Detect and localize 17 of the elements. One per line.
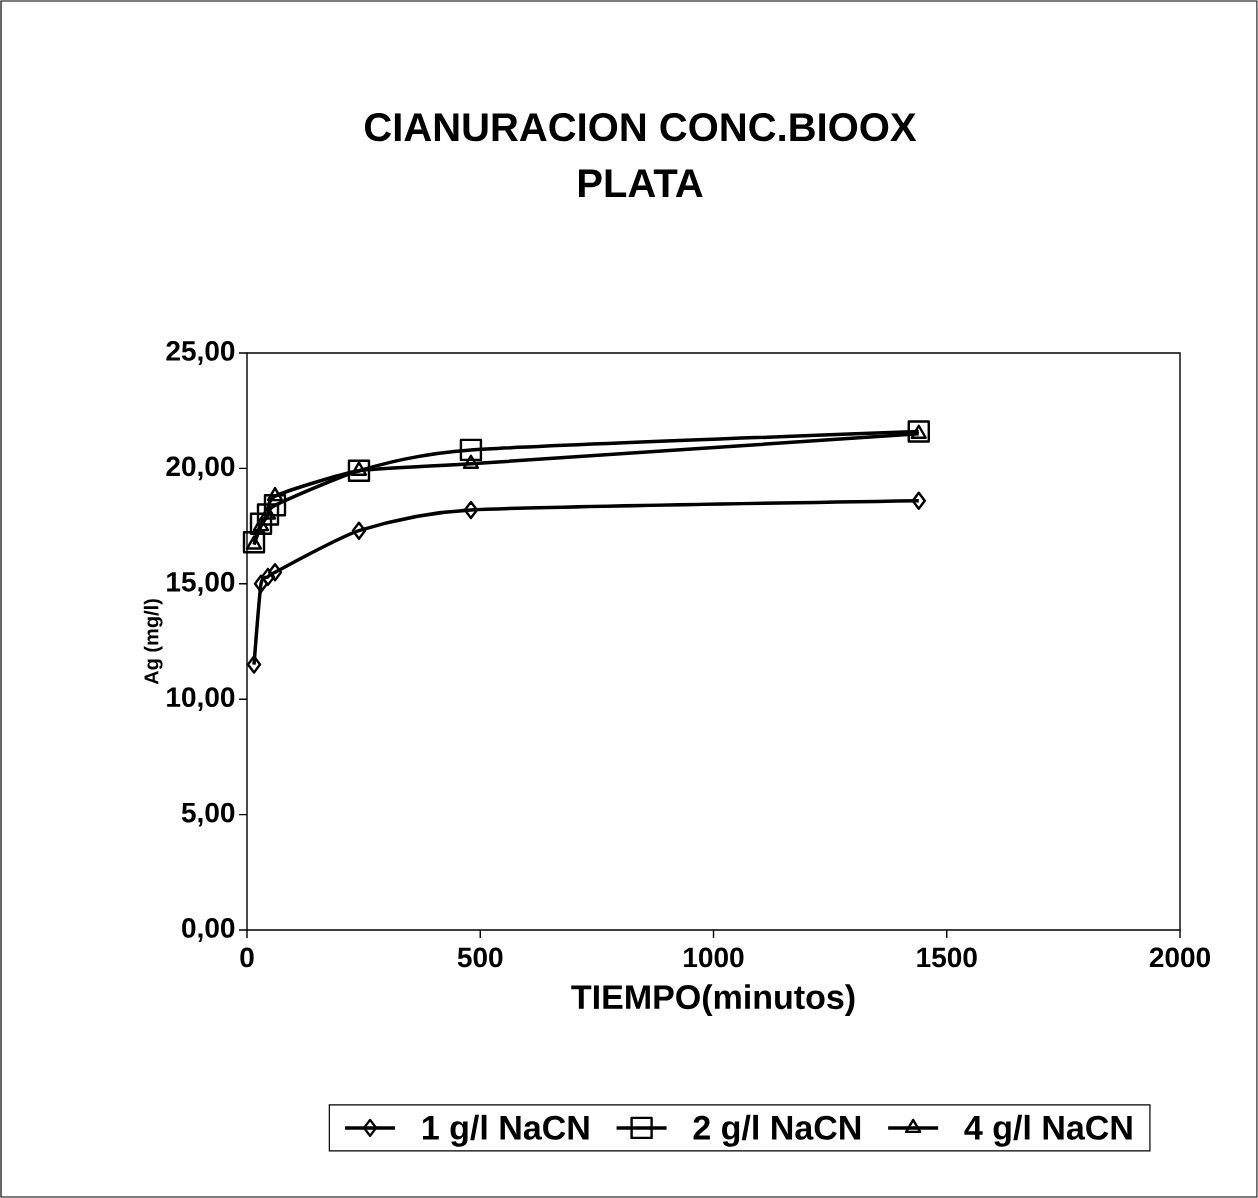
x-axis-title: TIEMPO(minutos) [571,984,855,1016]
x-tick-label: 1000 [684,947,744,968]
legend-label: 4 g/l NaCN [964,1114,1132,1147]
y-tick-label: 15,00 [167,571,235,596]
chart-title: CIANURACION CONC.BIOOX PLATA [364,113,917,197]
legend-label: 2 g/l NaCN [693,1114,861,1147]
x-tick-label: 0 [240,947,254,968]
legend-label: 1 g/l NaCN [422,1114,589,1147]
y-tick-label: 25,00 [166,341,235,365]
x-tick-label: 2000 [1149,947,1210,968]
x-tick-label: 500 [457,947,503,968]
y-axis-title: Ag (mg/l) [143,599,163,685]
y-tick-label: 20,00 [166,456,235,481]
y-tick-label: 5,00 [181,802,235,827]
y-tick-label: 0,00 [182,918,235,942]
y-tick-label: 10,00 [167,687,235,712]
x-tick-label: 1500 [917,947,977,968]
